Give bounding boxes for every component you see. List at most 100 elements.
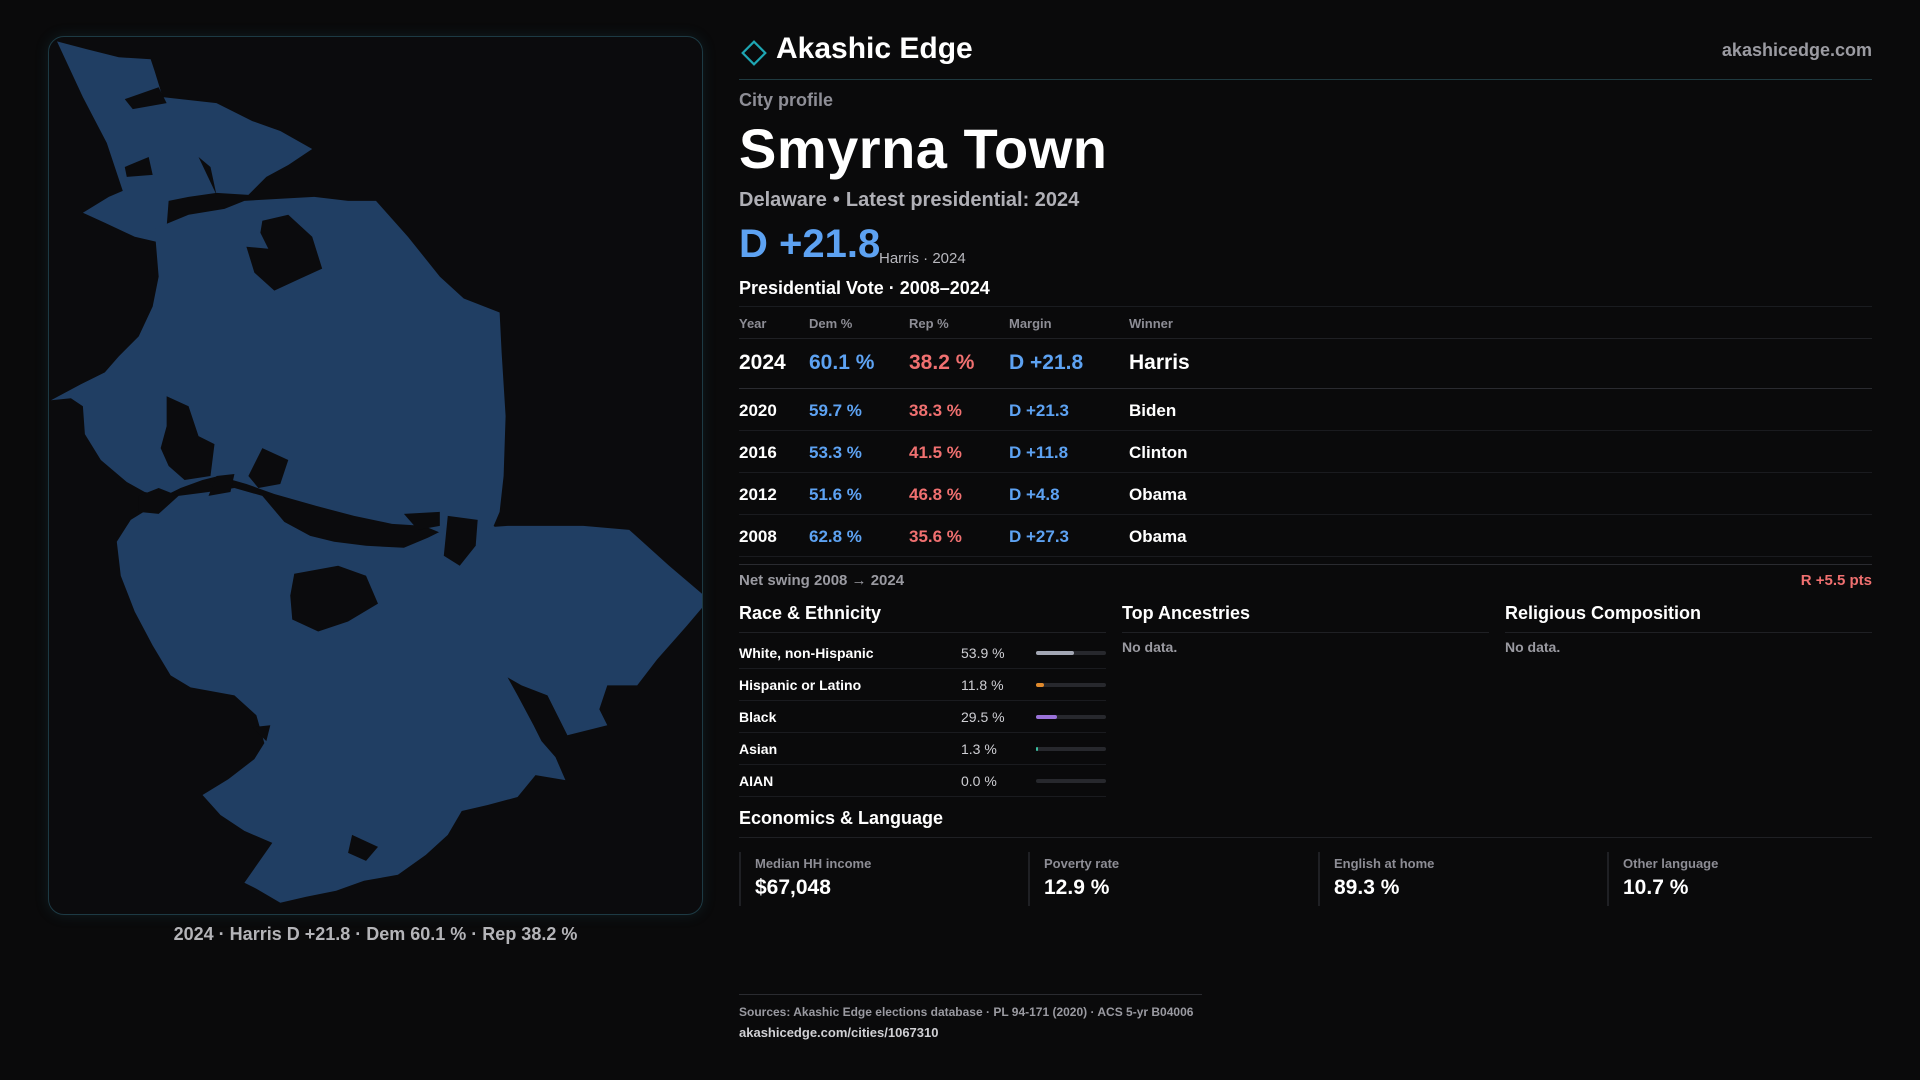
ancestries-empty: No data. [1122, 639, 1178, 655]
cell-margin: D +21.8 [1009, 351, 1084, 374]
col-header-margin: Margin [1009, 316, 1052, 331]
race-bar-track [1036, 779, 1106, 783]
brand-name: Akashic Edge [776, 32, 973, 65]
stat-value: $67,048 [755, 876, 831, 899]
race-section-title: Race & Ethnicity [739, 603, 882, 623]
table-header-row: Year Dem % Rep % Margin Winner [739, 307, 1872, 339]
cell-dem: 60.1 % [809, 351, 875, 374]
stat-poverty-rate: Poverty rate 12.9 % [1028, 852, 1311, 906]
race-pct: 1.3 % [961, 741, 997, 757]
net-swing-value: R +5.5 pts [1800, 572, 1872, 589]
brand-header: Akashic Edge akashicedge.com [739, 30, 1872, 80]
map-holes [124, 87, 478, 861]
race-pct: 53.9 % [961, 645, 1005, 661]
cell-rep: 38.3 % [909, 401, 962, 420]
race-bar-fill [1036, 715, 1057, 719]
footer-url-link[interactable]: akashicedge.com/cities/1067310 [739, 1025, 939, 1040]
race-label: White, non-Hispanic [739, 645, 874, 661]
race-pct: 0.0 % [961, 773, 997, 789]
cell-margin: D +27.3 [1009, 527, 1070, 546]
map-caption: 2024 · Harris D +21.8 · Dem 60.1 % · Rep… [173, 924, 578, 944]
stat-label: Poverty rate [1044, 856, 1120, 871]
stat-label: Other language [1623, 856, 1719, 871]
race-pct: 29.5 % [961, 709, 1005, 725]
economics-stats: Median HH income $67,048 Poverty rate 12… [739, 852, 1872, 906]
stat-english-at-home: English at home 89.3 % [1318, 852, 1601, 906]
cell-dem: 62.8 % [809, 527, 862, 546]
cell-rep: 46.8 % [909, 485, 962, 504]
col-header-winner: Winner [1129, 316, 1173, 331]
cell-year: 2016 [739, 443, 777, 462]
cell-rep: 38.2 % [909, 351, 975, 374]
footer-sources: Sources: Akashic Edge elections database… [739, 1005, 1194, 1019]
race-bar-fill [1036, 651, 1074, 655]
city-boundary-svg [50, 41, 702, 903]
table-row: 2020 59.7 % 38.3 % D +21.3 Biden [739, 389, 1872, 431]
cell-dem: 53.3 % [809, 443, 862, 462]
page-title: Smyrna Town [739, 117, 1108, 180]
list-item: Black 29.5 % [739, 701, 1106, 733]
race-label: AIAN [739, 773, 774, 789]
stat-other-language: Other language 10.7 % [1607, 852, 1872, 906]
brand-url-link[interactable]: akashicedge.com [1721, 40, 1872, 60]
economics-section-title: Economics & Language [739, 808, 944, 828]
ancestries-section-title: Top Ancestries [1122, 603, 1251, 623]
city-subtitle: Delaware • Latest presidential: 2024 [739, 189, 1080, 211]
table-row: 2012 51.6 % 46.8 % D +4.8 Obama [739, 473, 1872, 515]
race-bar-fill [1036, 683, 1044, 687]
race-label: Black [739, 709, 777, 725]
race-bar-track [1036, 651, 1106, 655]
list-item: Hispanic or Latino 11.8 % [739, 669, 1106, 701]
race-bar-track [1036, 683, 1106, 687]
col-header-year: Year [739, 316, 767, 331]
col-header-rep: Rep % [909, 316, 949, 331]
ancestries-section-rule [1122, 632, 1489, 633]
stat-value: 12.9 % [1044, 876, 1110, 899]
col-header-dem: Dem % [809, 316, 853, 331]
cell-dem: 51.6 % [809, 485, 862, 504]
vote-table-title: Presidential Vote · 2008–2024 [739, 278, 990, 298]
cell-winner: Biden [1129, 401, 1177, 420]
race-label: Hispanic or Latino [739, 677, 862, 693]
list-item: AIAN 0.0 % [739, 765, 1106, 797]
stat-label: English at home [1334, 856, 1435, 871]
stat-median-income: Median HH income $67,048 [739, 852, 1022, 906]
cell-rep: 35.6 % [909, 527, 962, 546]
stat-value: 89.3 % [1334, 876, 1400, 899]
race-bar-fill [1036, 747, 1038, 751]
stat-label: Median HH income [755, 856, 872, 871]
net-swing: Net swing 2008 → 2024 R +5.5 pts [739, 572, 1872, 594]
cell-rep: 41.5 % [909, 443, 962, 462]
race-bar-track [1036, 747, 1106, 751]
cell-winner: Harris [1129, 351, 1190, 374]
stat-value: 10.7 % [1623, 876, 1689, 899]
religion-empty: No data. [1505, 639, 1561, 655]
footer-divider [739, 994, 1202, 995]
latest-election: Latest presidential: 2024 [845, 189, 1080, 211]
religion-section-title: Religious Composition [1505, 603, 1701, 623]
cell-year: 2008 [739, 527, 777, 546]
diamond-logo-icon [741, 40, 767, 66]
table-row: 2016 53.3 % 41.5 % D +11.8 Clinton [739, 431, 1872, 473]
list-item: Asian 1.3 % [739, 733, 1106, 765]
state-name: Delaware [739, 189, 827, 211]
cell-winner: Obama [1129, 527, 1187, 546]
cell-year: 2024 [739, 351, 786, 374]
table-divider [739, 564, 1872, 565]
race-pct: 11.8 % [961, 677, 1004, 693]
presidential-vote-table: Year Dem % Rep % Margin Winner 2024 60.1… [739, 306, 1872, 565]
city-boundary-shape [50, 41, 702, 903]
race-label: Asian [739, 741, 778, 757]
cell-margin: D +21.3 [1009, 401, 1070, 420]
race-section-rule [739, 632, 1106, 633]
religion-section-rule [1505, 632, 1872, 633]
race-list: White, non-Hispanic 53.9 % Hispanic or L… [739, 637, 1106, 797]
cell-winner: Obama [1129, 485, 1187, 504]
economics-section-rule [739, 837, 1872, 838]
cell-winner: Clinton [1129, 443, 1188, 462]
net-swing-label: Net swing 2008 → 2024 [739, 572, 905, 589]
race-bar-track [1036, 715, 1106, 719]
table-row: 2024 60.1 % 38.2 % D +21.8 Harris [739, 339, 1872, 389]
city-boundary-map[interactable] [48, 36, 703, 915]
table-row: 2008 62.8 % 35.6 % D +27.3 Obama [739, 515, 1872, 557]
